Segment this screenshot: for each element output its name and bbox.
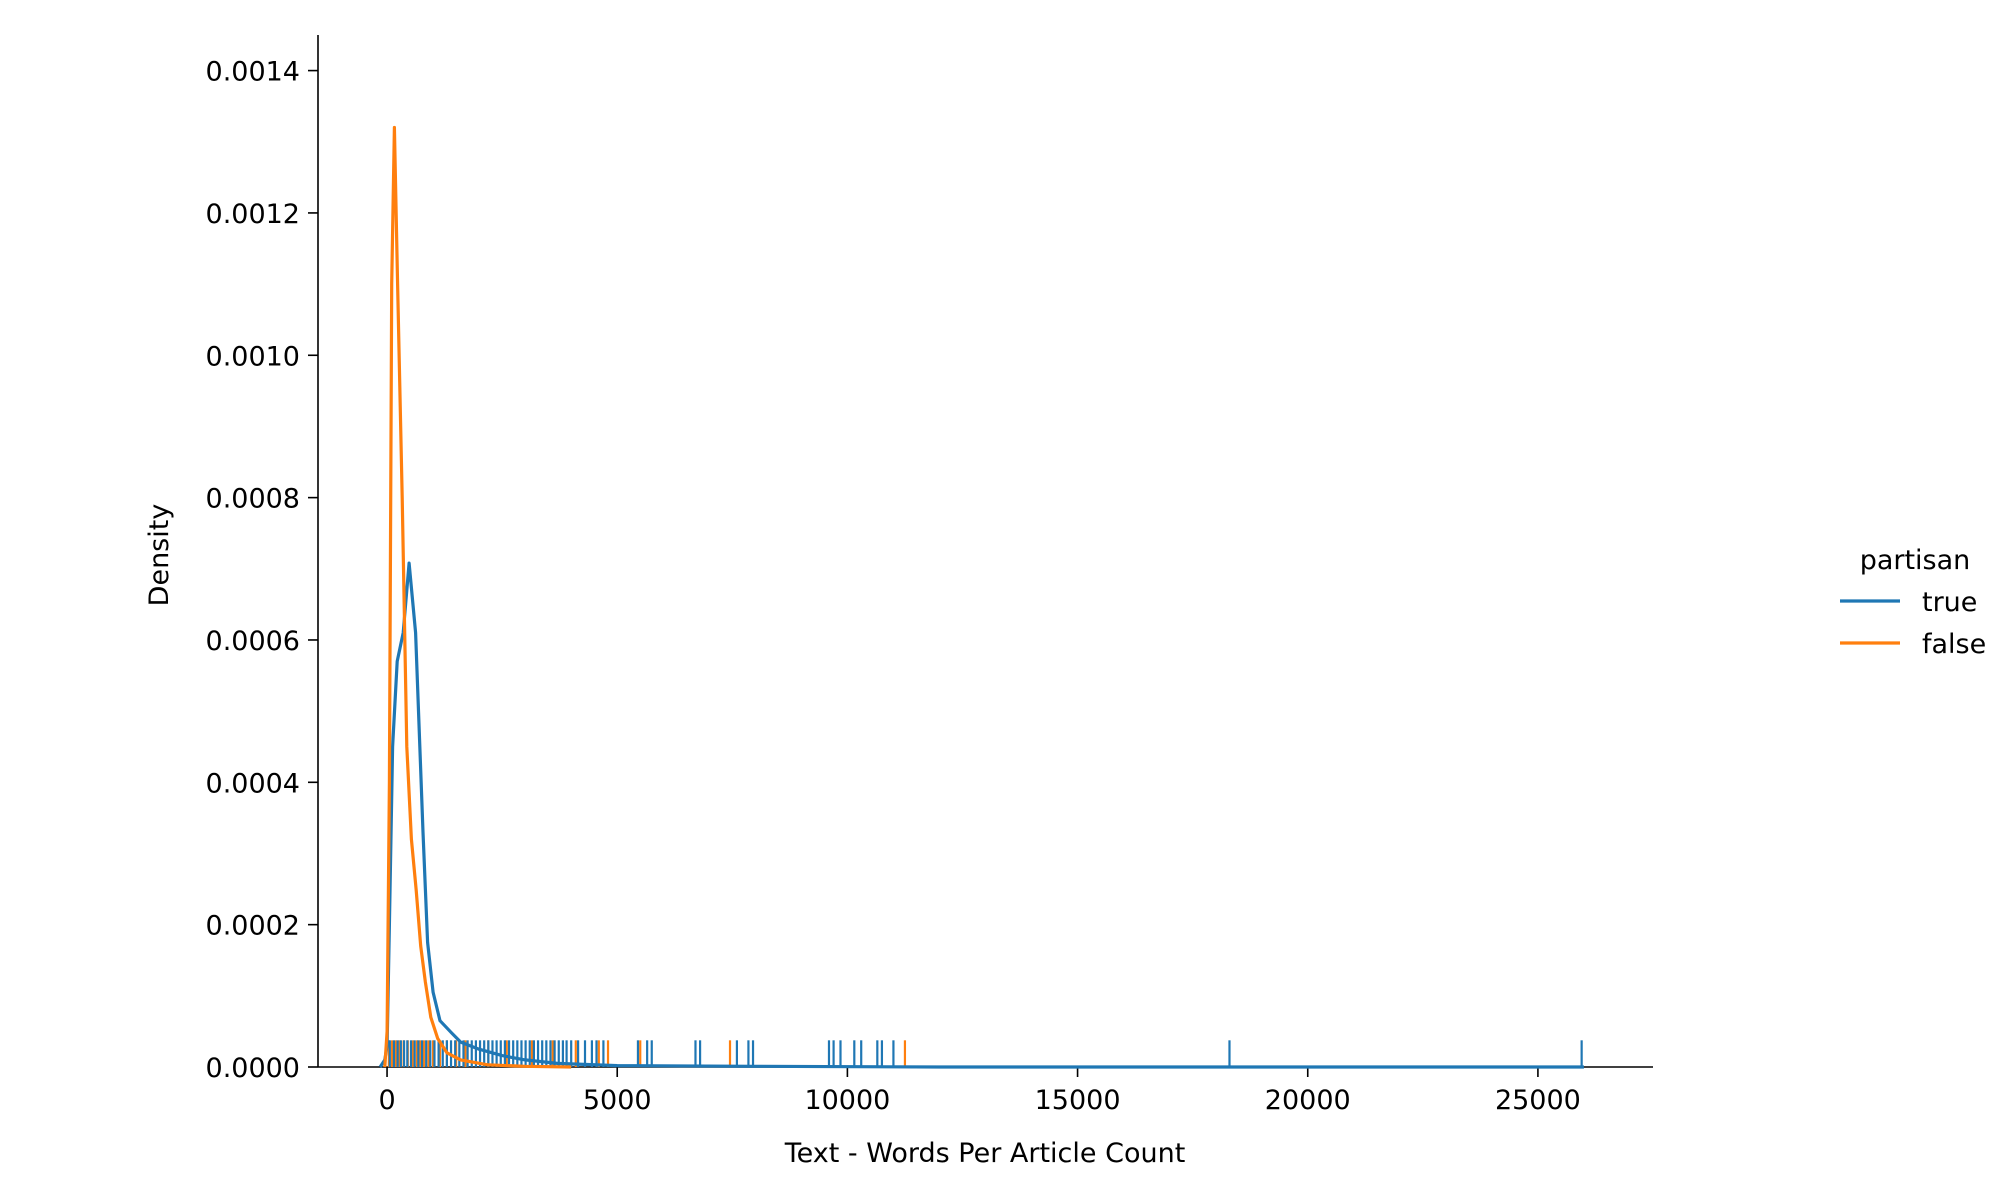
y-axis-title: Density — [144, 504, 175, 607]
legend-title: partisan — [1860, 545, 1971, 576]
x-tick-label: 20000 — [1265, 1085, 1351, 1116]
y-tick-label: 0.0010 — [206, 341, 300, 372]
density-line-false — [383, 125, 572, 1069]
x-tick-label: 10000 — [804, 1085, 890, 1116]
legend-label-true: true — [1922, 587, 1977, 618]
tick-labels: 0 5000 10000 15000 20000 25000 0.0000 0.0002 0.0… — [206, 57, 1581, 1116]
y-tick-label: 0.0000 — [206, 1053, 300, 1084]
x-tick-label: 15000 — [1035, 1085, 1121, 1116]
density-line-true — [378, 561, 1584, 1069]
legend-entries: true false — [1840, 587, 1986, 660]
series-lines — [378, 125, 1584, 1069]
legend-label-false: false — [1922, 629, 1986, 660]
y-tick-label: 0.0014 — [206, 57, 300, 88]
axes — [308, 35, 1653, 1077]
rug-marks — [387, 1040, 1583, 1067]
y-tick-label: 0.0002 — [206, 911, 300, 942]
y-tick-label: 0.0004 — [206, 768, 300, 799]
y-tick-label: 0.0012 — [206, 199, 300, 230]
y-tick-label: 0.0008 — [206, 484, 300, 515]
x-tick-label: 0 — [378, 1085, 395, 1116]
x-axis-title: Text - Words Per Article Count — [784, 1138, 1186, 1169]
y-tick-label: 0.0006 — [206, 626, 300, 657]
x-tick-label: 5000 — [583, 1085, 652, 1116]
x-tick-label: 25000 — [1495, 1085, 1581, 1116]
legend: partisan true false — [1840, 545, 1986, 660]
